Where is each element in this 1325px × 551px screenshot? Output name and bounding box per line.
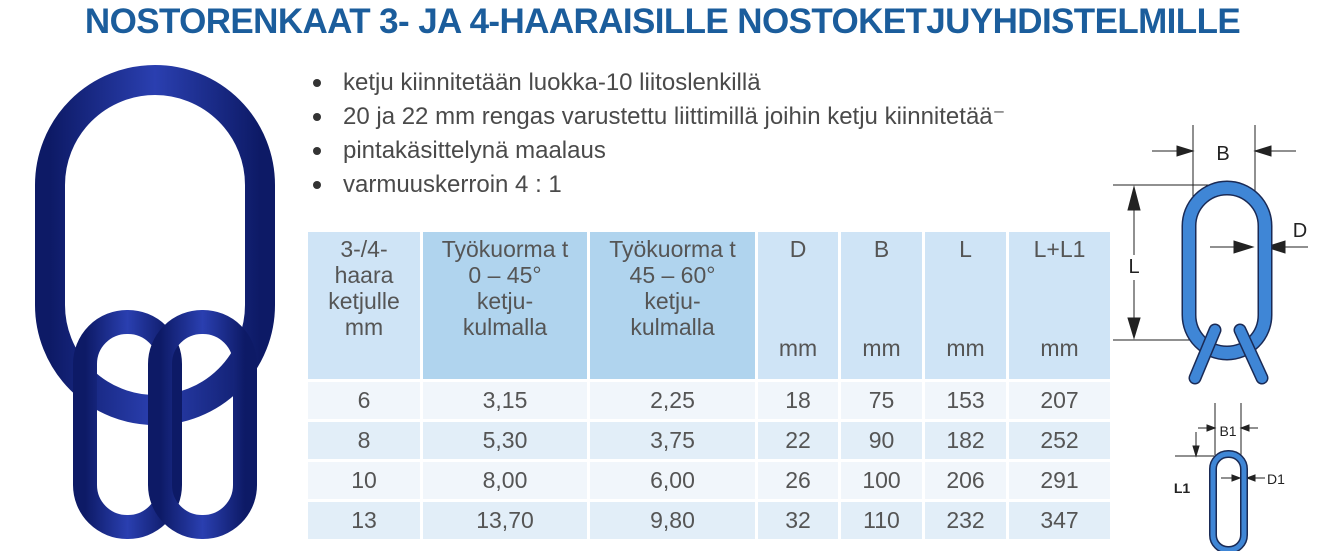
table-cell: 8 <box>308 422 420 459</box>
header-unit: mm <box>1040 335 1079 361</box>
feature-item: ketju kiinnitetään luokka-10 liitoslenki… <box>305 66 1005 100</box>
label-l1: L1 <box>1174 480 1191 496</box>
feature-list: ketju kiinnitetään luokka-10 liitoslenki… <box>305 66 1005 202</box>
header-line: kulmalla <box>462 314 548 340</box>
table-cell: 291 <box>1009 462 1110 499</box>
header-line: 0 – 45° <box>468 262 542 288</box>
table-row: 10 8,00 6,00 26 100 206 291 <box>308 462 1110 499</box>
table-cell: 13 <box>308 502 420 539</box>
header-line: 3-/4- <box>340 236 388 262</box>
header-d: D mm <box>758 232 838 379</box>
header-wll-45-60: Työkuorma t 45 – 60° ketju- kulmalla <box>590 232 755 379</box>
label-d: D <box>1293 220 1307 242</box>
table-cell: 26 <box>758 462 838 499</box>
header-line: Työkuorma t <box>441 236 569 262</box>
header-chain-size: 3-/4- haara ketjulle mm <box>308 232 420 379</box>
master-link-ring-icon <box>35 65 275 539</box>
table-row: 13 13,70 9,80 32 110 232 347 <box>308 502 1110 539</box>
table-cell: 153 <box>925 382 1006 419</box>
header-l: L mm <box>925 232 1006 379</box>
feature-item: varmuuskerroin 4 : 1 <box>305 168 1005 202</box>
label-l: L <box>1128 256 1139 278</box>
label-b: B <box>1216 143 1229 165</box>
header-line: Työkuorma t <box>609 236 736 262</box>
table-cell: 182 <box>925 422 1006 459</box>
header-line: haara <box>334 262 394 288</box>
table-row: 6 3,15 2,25 18 75 153 207 <box>308 382 1110 419</box>
table-cell: 110 <box>841 502 922 539</box>
table-cell: 206 <box>925 462 1006 499</box>
connecting-link-icon <box>1209 450 1248 551</box>
header-line: ketju- <box>476 288 534 314</box>
table-cell: 9,80 <box>590 502 755 539</box>
table-cell: 10 <box>308 462 420 499</box>
header-line: ketjulle <box>328 288 400 314</box>
header-label: L+L1 <box>1033 236 1086 262</box>
table-cell: 6,00 <box>590 462 755 499</box>
header-unit: mm <box>862 335 901 361</box>
table-cell: 18 <box>758 382 838 419</box>
table-cell: 3,75 <box>590 422 755 459</box>
header-l-l1: L+L1 mm <box>1009 232 1110 379</box>
dimension-diagram: B D L B1 D1 L1 <box>1113 125 1308 551</box>
label-b1: B1 <box>1219 423 1236 439</box>
table-cell: 75 <box>841 382 922 419</box>
header-line: ketju- <box>644 288 701 314</box>
spec-table: 3-/4- haara ketjulle mm Työkuorma t 0 – … <box>305 229 1113 542</box>
table-cell: 252 <box>1009 422 1110 459</box>
table-cell: 13,70 <box>423 502 587 539</box>
table-header-row: 3-/4- haara ketjulle mm Työkuorma t 0 – … <box>308 232 1110 379</box>
table-cell: 8,00 <box>423 462 587 499</box>
page-title: NOSTORENKAAT 3- JA 4-HAARAISILLE NOSTOKE… <box>84 2 1241 41</box>
header-line: kulmalla <box>630 314 715 340</box>
header-wll-0-45: Työkuorma t 0 – 45° ketju- kulmalla <box>423 232 587 379</box>
table-cell: 100 <box>841 462 922 499</box>
header-b: B mm <box>841 232 922 379</box>
table-cell: 6 <box>308 382 420 419</box>
header-unit: mm <box>946 335 985 361</box>
header-unit: mm <box>778 335 818 361</box>
table-cell: 32 <box>758 502 838 539</box>
table-cell: 22 <box>758 422 838 459</box>
label-d1: D1 <box>1267 471 1285 487</box>
table-cell: 347 <box>1009 502 1110 539</box>
table-cell: 232 <box>925 502 1006 539</box>
feature-item: 20 ja 22 mm rengas varustettu liittimill… <box>305 100 1005 134</box>
header-line: 45 – 60° <box>629 262 716 288</box>
header-label: L <box>959 236 972 262</box>
table-cell: 90 <box>841 422 922 459</box>
master-link-icon <box>1181 180 1273 385</box>
table-row: 8 5,30 3,75 22 90 182 252 <box>308 422 1110 459</box>
table-cell: 5,30 <box>423 422 587 459</box>
feature-item: pintakäsittelynä maalaus <box>305 134 1005 168</box>
table-cell: 2,25 <box>590 382 755 419</box>
header-label: D <box>789 236 807 262</box>
header-line: mm <box>344 314 384 340</box>
header-label: B <box>873 236 890 262</box>
table-cell: 3,15 <box>423 382 587 419</box>
table-cell: 207 <box>1009 382 1110 419</box>
